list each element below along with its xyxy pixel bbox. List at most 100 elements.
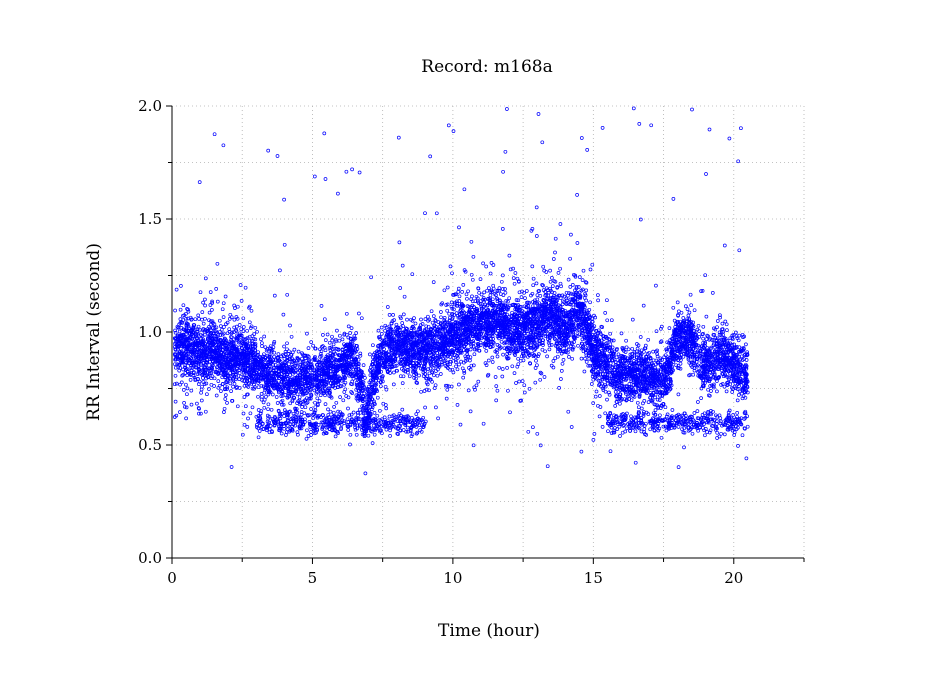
data-point xyxy=(465,296,469,301)
data-point xyxy=(688,292,693,297)
data-point xyxy=(200,310,205,314)
data-point xyxy=(659,435,664,440)
data-point xyxy=(414,361,419,365)
data-point xyxy=(377,335,382,339)
data-point xyxy=(354,415,359,420)
data-point xyxy=(559,369,564,373)
data-point xyxy=(405,317,409,322)
data-point xyxy=(317,399,322,403)
data-point xyxy=(584,280,589,285)
data-point xyxy=(683,304,688,309)
data-point xyxy=(633,429,638,434)
data-point xyxy=(597,414,602,419)
data-point xyxy=(669,379,673,384)
data-point xyxy=(613,390,618,394)
data-point xyxy=(181,303,186,308)
data-point xyxy=(605,397,609,402)
data-point xyxy=(503,149,508,154)
data-point xyxy=(607,392,612,397)
data-point xyxy=(237,323,242,327)
data-point xyxy=(685,307,690,311)
data-point xyxy=(279,431,284,436)
data-point xyxy=(409,434,414,438)
data-point xyxy=(212,132,217,137)
data-point xyxy=(457,362,461,367)
data-point xyxy=(225,401,229,405)
data-point xyxy=(567,355,571,359)
data-point xyxy=(664,428,669,433)
data-point xyxy=(290,399,295,404)
data-point xyxy=(419,389,423,394)
data-point xyxy=(607,390,611,395)
data-point xyxy=(280,398,285,403)
data-point xyxy=(584,288,589,293)
data-point xyxy=(239,299,244,303)
data-point xyxy=(493,375,498,379)
data-point xyxy=(739,126,743,131)
data-point xyxy=(248,411,253,416)
data-point xyxy=(699,289,703,293)
data-point xyxy=(735,411,740,415)
data-point xyxy=(579,356,584,361)
data-point xyxy=(538,294,543,298)
data-point xyxy=(451,356,456,360)
data-point xyxy=(497,286,502,290)
data-point xyxy=(701,336,705,341)
data-point xyxy=(541,264,546,269)
data-point xyxy=(342,419,347,424)
data-point xyxy=(212,322,217,326)
data-point xyxy=(208,290,213,294)
data-point xyxy=(560,361,565,366)
data-point xyxy=(611,338,616,343)
data-point xyxy=(442,288,447,293)
data-point xyxy=(296,349,301,354)
data-point xyxy=(687,360,692,365)
data-point xyxy=(695,409,700,413)
data-point xyxy=(511,266,515,271)
data-point xyxy=(456,315,461,320)
data-point xyxy=(457,299,462,303)
data-point xyxy=(339,384,344,389)
data-point xyxy=(378,336,382,341)
data-point xyxy=(173,362,177,367)
data-point xyxy=(468,347,473,352)
data-point xyxy=(608,342,613,347)
data-point xyxy=(541,283,545,288)
data-point xyxy=(410,415,414,420)
data-point xyxy=(557,335,562,340)
data-point xyxy=(663,405,668,410)
data-point xyxy=(550,276,554,280)
data-point xyxy=(216,379,221,383)
data-point xyxy=(696,323,701,328)
data-point xyxy=(654,329,659,334)
data-point xyxy=(524,289,529,293)
data-point xyxy=(241,316,246,321)
data-point xyxy=(600,425,605,429)
data-point xyxy=(210,319,215,324)
data-point xyxy=(232,317,237,322)
data-point xyxy=(344,169,349,174)
data-point xyxy=(184,316,189,321)
data-point xyxy=(723,319,728,324)
data-point xyxy=(243,285,248,290)
data-point xyxy=(678,361,683,366)
data-point xyxy=(494,384,499,388)
data-point xyxy=(471,344,476,349)
data-point xyxy=(499,339,504,344)
data-point xyxy=(300,356,304,361)
data-point xyxy=(372,411,377,415)
data-point xyxy=(566,409,571,414)
data-point xyxy=(188,366,193,370)
data-point xyxy=(687,373,691,378)
data-point xyxy=(531,276,536,281)
data-point xyxy=(438,372,443,376)
data-point xyxy=(596,378,601,383)
data-point xyxy=(559,377,563,381)
data-point xyxy=(383,328,387,333)
data-point xyxy=(385,305,390,309)
data-point xyxy=(588,267,593,272)
data-point xyxy=(229,465,234,469)
data-point xyxy=(220,307,225,312)
data-point xyxy=(372,432,377,437)
data-point xyxy=(371,343,375,348)
